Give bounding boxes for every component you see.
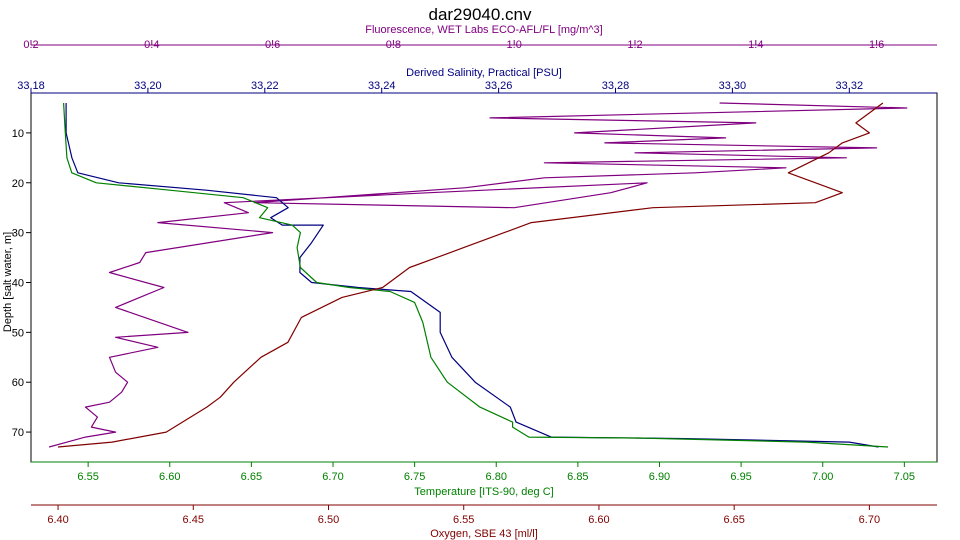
temperature-tick-label: 6.70 (322, 471, 343, 483)
fluorescence-tick-label: 0.2 (23, 39, 38, 51)
salinity-tick-label: 33.20 (134, 80, 162, 92)
temperature-tick-label: 7.00 (812, 471, 833, 483)
temperature-tick-label: 7.05 (894, 471, 915, 483)
temperature-axis-label: Temperature [ITS-90, deg C] (414, 486, 553, 498)
y-tick-label: 60 (12, 377, 24, 389)
y-tick-label: 30 (12, 228, 24, 240)
oxygen-tick-label: 6.40 (47, 514, 68, 526)
y-tick-label: 50 (12, 327, 24, 339)
y-tick-label: 70 (12, 427, 24, 439)
y-tick-label: 40 (12, 277, 24, 289)
salinity-tick-label: 33.28 (602, 80, 630, 92)
temperature-tick-label: 6.95 (730, 471, 751, 483)
y-tick-label: 10 (12, 128, 24, 140)
fluorescence-tick-label: 1.6 (869, 39, 884, 51)
temperature-tick-label: 6.80 (486, 471, 507, 483)
fluorescence-series-line (48, 102, 908, 448)
salinity-tick-label: 33.30 (719, 80, 747, 92)
salinity-series-line (65, 103, 879, 448)
fluorescence-tick-label: 0.4 (144, 39, 159, 51)
salinity-tick-label: 33.32 (836, 80, 864, 92)
temperature-tick-label: 6.60 (159, 471, 180, 483)
fluorescence-tick-label: 0.8 (386, 39, 401, 51)
oxygen-tick-label: 6.65 (723, 514, 744, 526)
series-layer (48, 102, 908, 448)
fluorescence-tick-label: 1.0 (507, 39, 522, 51)
chart-title: dar29040.cnv (428, 5, 532, 24)
fluorescence-axis-label: Fluorescence, WET Labs ECO-AFL/FL [mg/m^… (365, 24, 602, 36)
oxygen-axis-label: Oxygen, SBE 43 [ml/l] (430, 528, 538, 540)
salinity-tick-label: 33.24 (368, 80, 396, 92)
fluorescence-tick-label: 0.6 (265, 39, 280, 51)
oxygen-tick-label: 6.45 (183, 514, 204, 526)
temperature-tick-label: 6.55 (77, 471, 98, 483)
plot-frame (30, 92, 938, 463)
temperature-tick-label: 6.65 (241, 471, 262, 483)
oxygen-tick-label: 6.55 (453, 514, 474, 526)
temperature-series-line (63, 102, 889, 448)
oxygen-tick-label: 6.50 (318, 514, 339, 526)
y-tick-label: 20 (12, 178, 24, 190)
salinity-tick-label: 33.22 (251, 80, 279, 92)
y-axis-label: Depth [salt water, m] (2, 232, 14, 332)
salinity-tick-label: 33.18 (17, 80, 45, 92)
salinity-tick-label: 33.26 (485, 80, 513, 92)
oxygen-series-line (57, 102, 884, 448)
oxygen-tick-label: 6.70 (859, 514, 880, 526)
fluorescence-tick-label: 1.4 (748, 39, 763, 51)
oxygen-tick-label: 6.60 (588, 514, 609, 526)
temperature-tick-label: 6.85 (567, 471, 588, 483)
axes-layer: 10 20 30 40 50 60 70 0.2 0.4 0.6 0.8 1.0 1.2 1.4 1.6 Fl… (12, 24, 938, 540)
temperature-tick-label: 6.75 (404, 471, 425, 483)
salinity-axis-label: Derived Salinity, Practical [PSU] (406, 67, 562, 79)
temperature-tick-label: 6.90 (649, 471, 670, 483)
fluorescence-tick-label: 1.2 (627, 39, 642, 51)
